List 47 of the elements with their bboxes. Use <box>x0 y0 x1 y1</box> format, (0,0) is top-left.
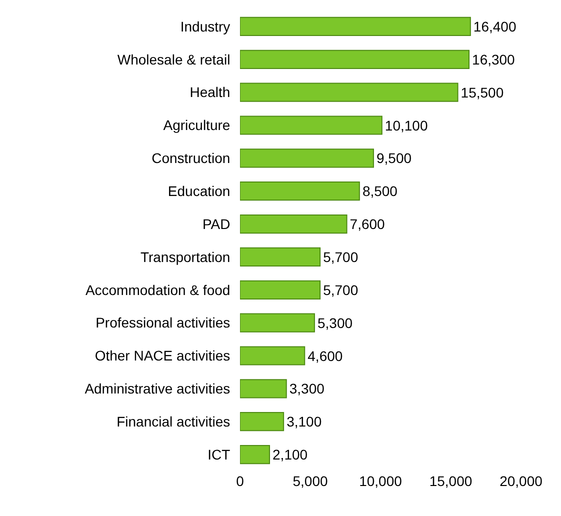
data-label: 7,600 <box>350 216 386 232</box>
bar <box>240 50 470 69</box>
data-label: 10,100 <box>384 117 428 134</box>
bar <box>240 412 284 432</box>
data-label: 15,500 <box>460 84 504 100</box>
y-tick-label: Administrative activities <box>84 380 230 397</box>
data-label: 5,700 <box>323 248 358 265</box>
y-tick-label: Agriculture <box>163 117 230 134</box>
data-label: 3,300 <box>289 380 325 397</box>
y-tick-label: Transportation <box>140 248 230 265</box>
y-tick-label: Professional activities <box>96 314 230 331</box>
data-label: 3,100 <box>286 414 322 430</box>
data-label: 9,500 <box>376 150 412 166</box>
y-tick-label: Wholesale & retail <box>117 51 230 68</box>
y-tick-label: Other NACE activities <box>94 348 230 364</box>
bar <box>240 182 360 201</box>
y-tick-label: Construction <box>152 150 230 166</box>
data-label: 5,700 <box>323 282 358 298</box>
bar <box>240 379 287 398</box>
bar <box>240 313 315 332</box>
x-tick-label: 5,000 <box>292 473 328 489</box>
y-tick-label: Industry <box>180 18 230 34</box>
bar <box>240 214 348 234</box>
data-label: 4,600 <box>308 348 343 364</box>
x-tick-label: 0 <box>236 473 244 489</box>
x-tick-label: 10,000 <box>359 473 402 489</box>
y-tick-label: ICT <box>208 446 231 462</box>
bar <box>240 247 321 267</box>
y-tick-label: Accommodation & food <box>85 282 230 298</box>
data-label: 16,400 <box>473 18 516 34</box>
x-tick-label: 20,000 <box>500 473 543 489</box>
y-tick-label: Education <box>168 183 230 200</box>
bar <box>240 148 374 168</box>
bar <box>240 82 458 102</box>
x-tick-label: 15,000 <box>429 473 472 489</box>
data-label: 5,300 <box>317 314 353 331</box>
y-tick-label: Health <box>190 84 230 100</box>
y-tick-label: Financial activities <box>116 414 230 430</box>
bar <box>240 116 382 135</box>
bar <box>240 444 270 464</box>
data-label: 16,300 <box>472 51 516 68</box>
data-label: 2,100 <box>272 446 308 463</box>
data-label: 8,500 <box>362 183 398 200</box>
bar <box>240 16 471 36</box>
bar <box>240 346 306 366</box>
y-tick-label: PAD <box>202 216 230 232</box>
bar <box>240 280 321 300</box>
